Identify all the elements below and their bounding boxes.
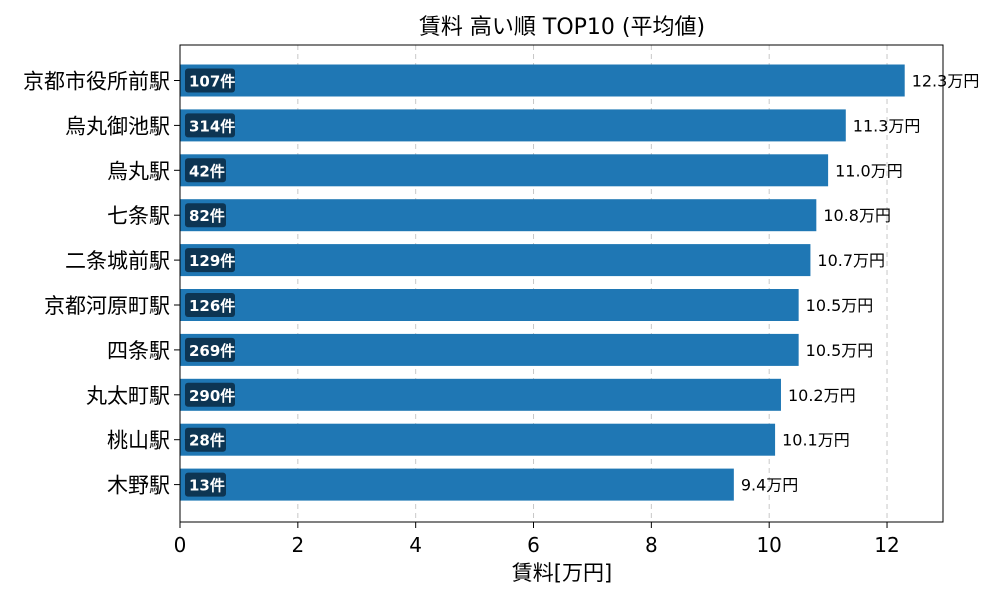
- bar: [180, 109, 846, 142]
- count-badge: [185, 382, 235, 407]
- bar: [180, 468, 734, 501]
- count-label: 290件: [189, 387, 235, 405]
- bar: [180, 378, 781, 411]
- count-label: 314件: [189, 117, 235, 135]
- x-tick-label: 6: [527, 533, 540, 557]
- plot-frame: [179, 44, 944, 523]
- y-tick-label: 京都市役所前駅: [23, 70, 170, 94]
- value-label: 9.4万円: [741, 476, 798, 495]
- x-tick-label: 2: [291, 533, 304, 557]
- count-label: 269件: [189, 342, 235, 360]
- bars: [180, 64, 905, 501]
- bar: [180, 423, 776, 456]
- count-badge: [185, 113, 235, 138]
- count-badge: [185, 203, 226, 228]
- bar: [180, 64, 905, 97]
- value-label: 10.5万円: [806, 296, 874, 315]
- bar: [180, 289, 799, 321]
- count-badge: [185, 337, 235, 362]
- count-label: 107件: [189, 73, 235, 91]
- value-label: 10.1万円: [782, 431, 850, 450]
- count-label: 126件: [189, 297, 235, 315]
- axes: 0 2 4 6 8 10 12 京都市役所前駅烏丸御池駅烏丸駅七条駅二条城前駅京都河原町駅四条…: [23, 70, 900, 558]
- count-label: 28件: [189, 432, 225, 450]
- count-label: 129件: [189, 252, 235, 270]
- value-label: 10.7万円: [817, 251, 885, 270]
- value-label: 10.8万円: [823, 206, 891, 225]
- bar: [180, 199, 817, 232]
- bar: [180, 333, 799, 366]
- y-tick-label: 丸太町駅: [86, 384, 170, 408]
- y-tick-label: 木野駅: [107, 474, 170, 498]
- count-label: 13件: [189, 477, 225, 495]
- y-tick-label: 京都河原町駅: [44, 294, 170, 318]
- value-label: 10.2万円: [788, 386, 856, 405]
- bar: [180, 244, 811, 277]
- y-tick-label: 四条駅: [107, 339, 170, 363]
- x-axis-label: 賃料[万円]: [512, 561, 612, 585]
- x-tick-label: 4: [409, 533, 422, 557]
- count-badge: [185, 427, 226, 452]
- x-tick-label: 0: [174, 533, 187, 557]
- count-label: 42件: [189, 162, 225, 180]
- y-tick-label: 七条駅: [107, 204, 170, 228]
- y-tick-label: 桃山駅: [107, 429, 170, 453]
- value-label: 11.0万円: [835, 161, 903, 180]
- count-badge: [185, 68, 235, 93]
- value-label: 12.3万円: [912, 72, 980, 91]
- value-label: 11.3万円: [853, 116, 921, 135]
- bar: [180, 154, 829, 187]
- count-badge: [185, 158, 226, 183]
- x-tick-label: 10: [756, 533, 781, 557]
- value-label: 10.5万円: [806, 341, 874, 360]
- labels: 107件 12.3万円 314件 11.3万円 42件 11.0万円 82件 10.8万円 12…: [185, 68, 980, 497]
- y-tick-label: 烏丸駅: [107, 159, 170, 183]
- count-badge: [185, 472, 226, 497]
- count-badge: [185, 248, 235, 273]
- count-label: 82件: [189, 207, 225, 225]
- chart-title: 賃料 高い順 TOP10 (平均値): [419, 15, 705, 40]
- x-tick-label: 8: [645, 533, 658, 557]
- y-tick-label: 烏丸御池駅: [65, 114, 170, 138]
- x-tick-label: 12: [874, 533, 899, 557]
- count-badge: [185, 293, 235, 317]
- y-tick-label: 二条城前駅: [65, 249, 170, 273]
